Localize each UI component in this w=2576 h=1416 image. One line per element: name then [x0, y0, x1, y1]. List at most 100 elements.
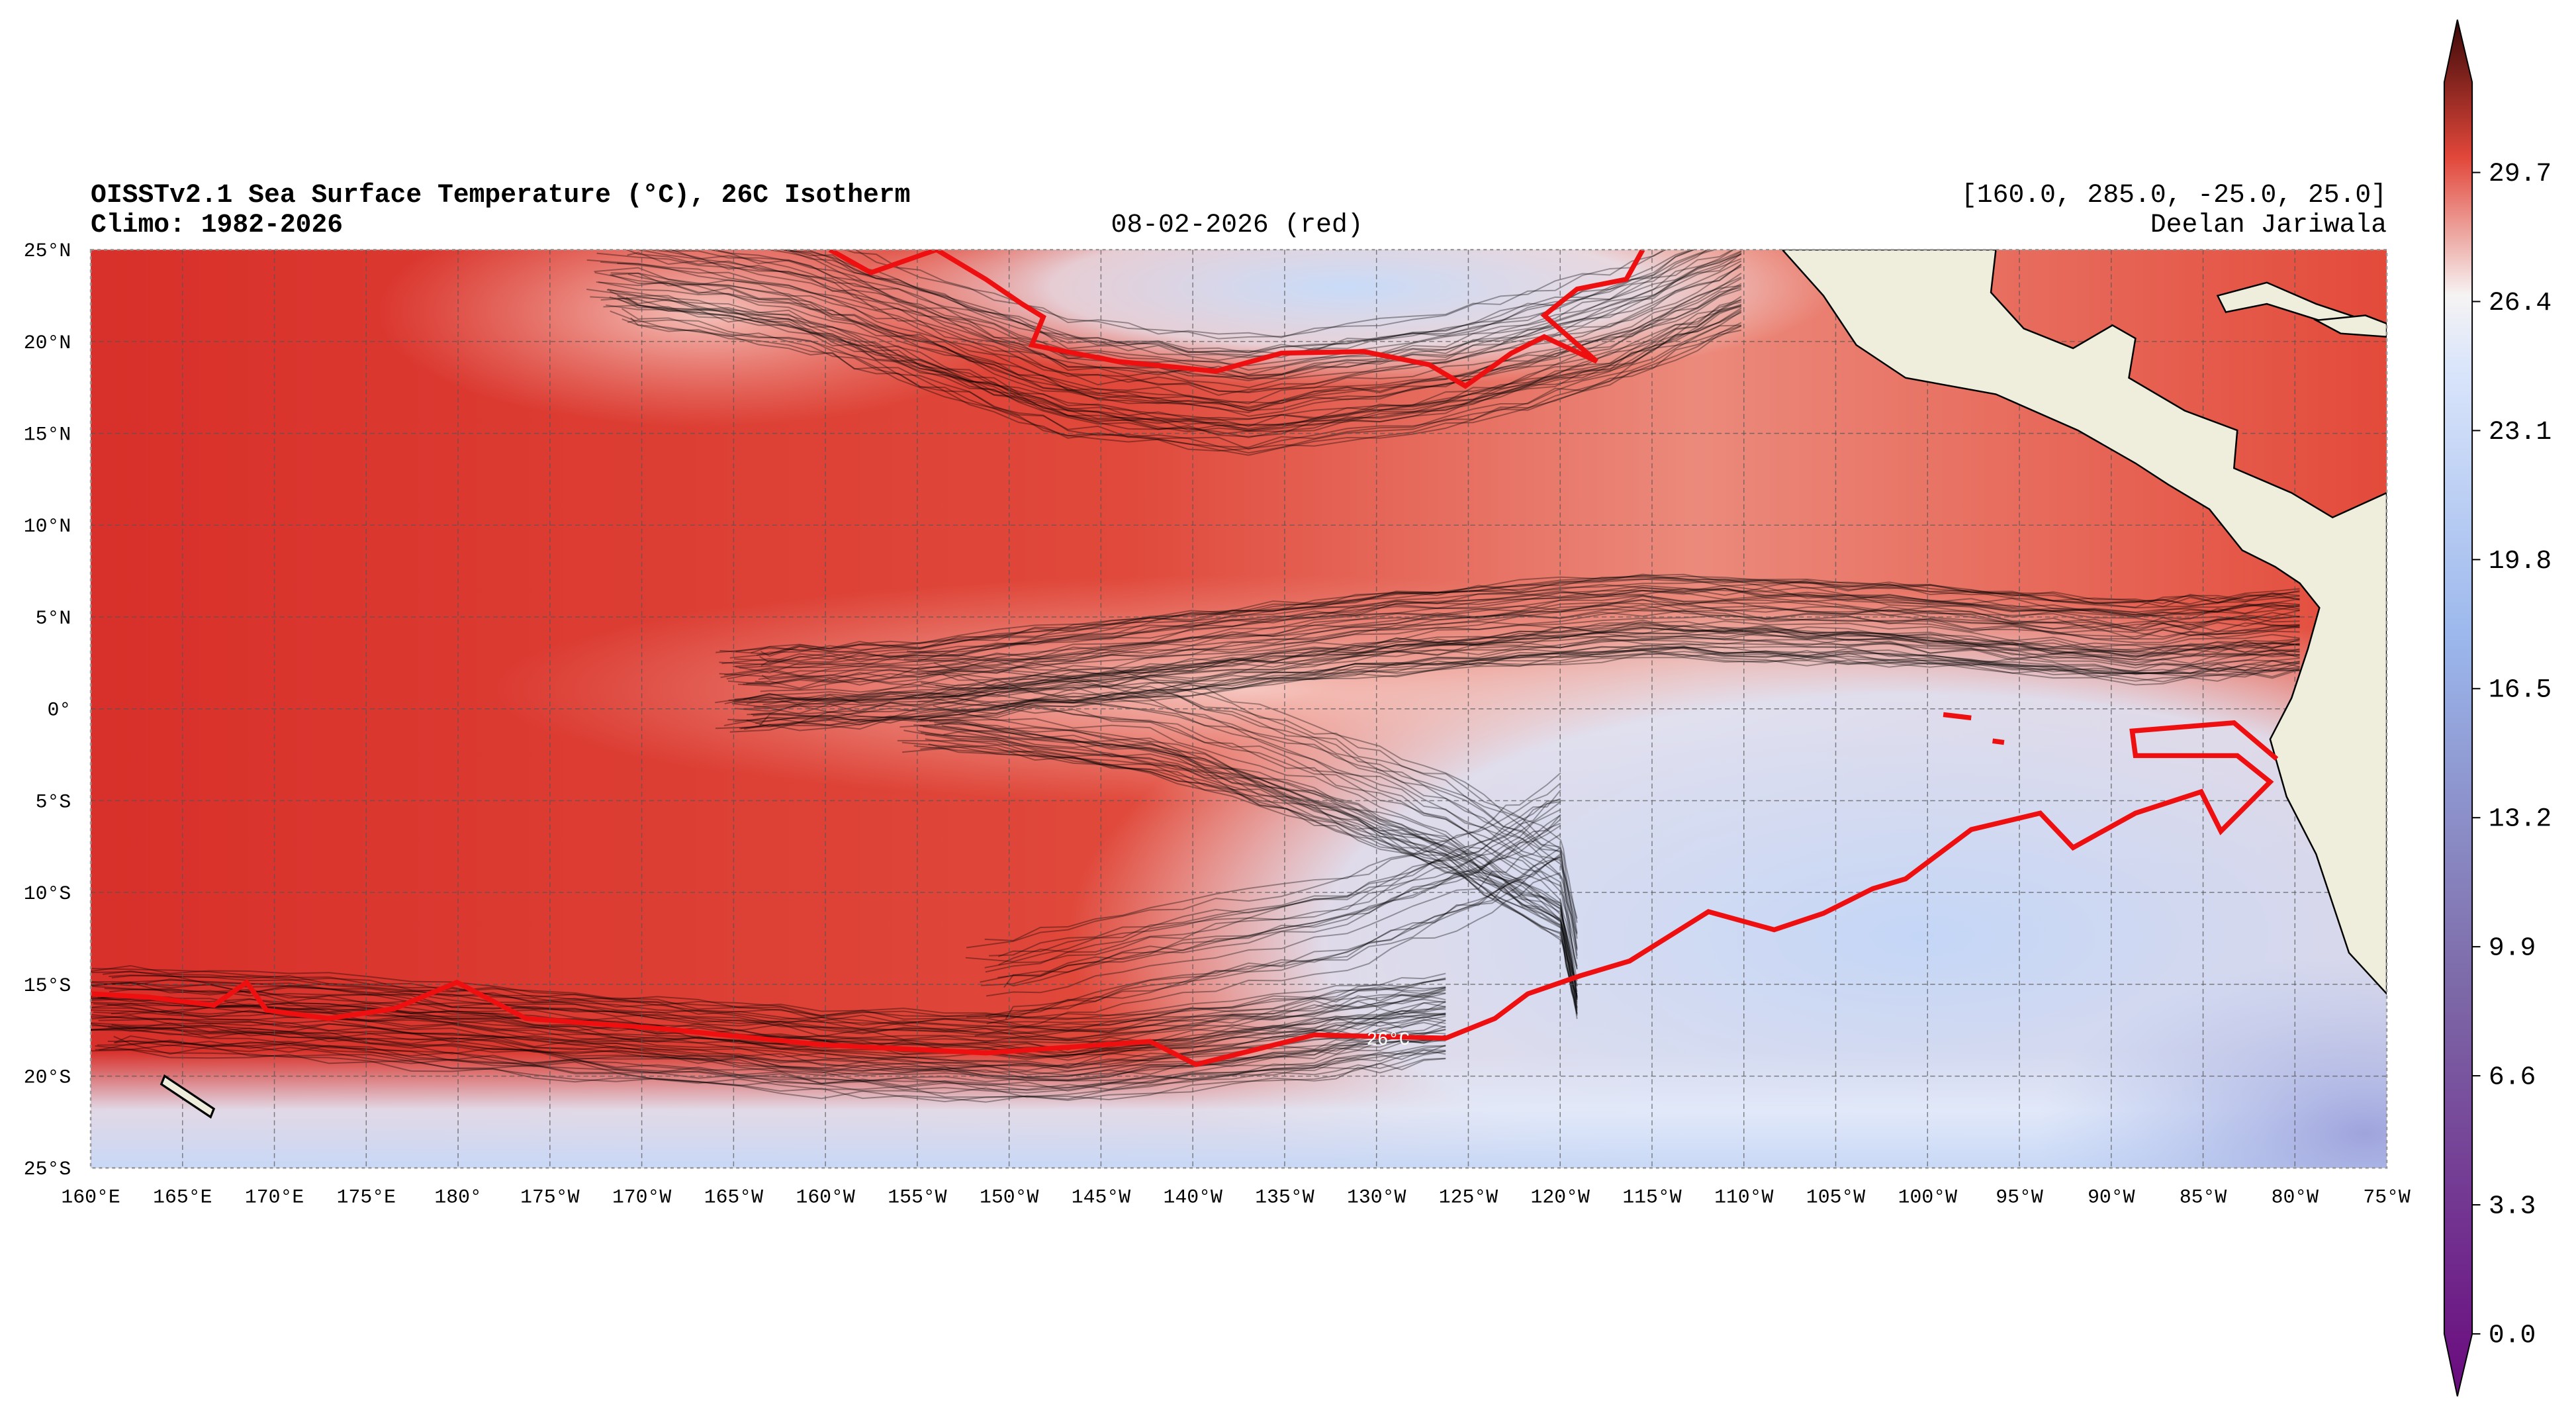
- contour: [600, 297, 1742, 431]
- contour: [743, 637, 2300, 715]
- lon-label: 175°W: [520, 1186, 579, 1208]
- colorbar-label: 26.4: [2489, 288, 2552, 318]
- contour: [611, 272, 1741, 404]
- contour: [113, 1035, 1446, 1092]
- contour: [735, 594, 2300, 674]
- contour: [765, 250, 1718, 359]
- contour: [91, 1022, 1446, 1070]
- contour: [734, 644, 2300, 723]
- contour: [107, 1040, 1446, 1090]
- sst-field: [1068, 591, 2387, 1168]
- contour: [91, 996, 1446, 1050]
- contour: [755, 646, 2300, 724]
- contour: [586, 288, 1742, 427]
- lon-label: 130°W: [1347, 1186, 1406, 1208]
- colorbar-label: 29.7: [2489, 159, 2552, 189]
- colorbar-ticks: 0.0 3.3 6.6 9.9 13.2 16.5 19.8 23.1 26.4 29.7: [2472, 159, 2552, 1350]
- contour: [91, 1026, 1446, 1082]
- contour: [758, 598, 2300, 681]
- lat-label: 15°S: [24, 974, 71, 997]
- contour: [749, 625, 2300, 706]
- land: [1781, 250, 2387, 996]
- contour: [901, 741, 1578, 1008]
- contour: [923, 726, 1578, 1000]
- contour: [91, 998, 1446, 1053]
- map: 26°C: [91, 250, 2387, 1168]
- contour: [906, 650, 1578, 919]
- contour: [91, 979, 1446, 1032]
- contour: [727, 647, 2300, 723]
- contour: [91, 982, 1446, 1033]
- contour: [943, 696, 1578, 967]
- contour: [985, 856, 1561, 1017]
- contour: [988, 855, 1561, 1019]
- lon-label: 85°W: [2180, 1186, 2227, 1208]
- colorbar-label: 13.2: [2489, 804, 2552, 834]
- contour: [610, 273, 1742, 412]
- lon-label: 75°W: [2363, 1186, 2411, 1208]
- contour: [91, 1023, 1446, 1076]
- contour: [757, 573, 2300, 656]
- contour: [621, 318, 1742, 452]
- contour: [91, 1015, 1446, 1072]
- contour: [920, 744, 1578, 1019]
- contour: [100, 994, 1446, 1044]
- contour: [925, 738, 1578, 1014]
- contour: [762, 626, 2300, 706]
- contour: [1005, 857, 1561, 1019]
- contour: [921, 732, 1578, 1010]
- contour: [724, 621, 2300, 705]
- contour: [751, 573, 2300, 654]
- contour: [97, 996, 1446, 1051]
- contour: [97, 1039, 1446, 1094]
- contour: [747, 635, 2300, 716]
- contour: [753, 637, 2300, 717]
- lat-label: 15°N: [24, 424, 71, 446]
- lon-label: 100°W: [1898, 1186, 1957, 1208]
- date: 08-02-2026 (red): [1111, 210, 1363, 240]
- contour: [734, 639, 2300, 713]
- contour: [734, 626, 2300, 701]
- contour: [984, 808, 1561, 968]
- colorbar-label: 6.6: [2489, 1062, 2536, 1092]
- contour: [103, 970, 1446, 1023]
- contour: [91, 1049, 1446, 1103]
- contour: [594, 267, 1742, 404]
- contour: [917, 719, 1578, 987]
- contour: [111, 1023, 1446, 1080]
- contour: [746, 626, 2300, 705]
- contour: [934, 720, 1578, 998]
- contour: [902, 746, 1578, 1015]
- contour: [760, 579, 2300, 657]
- lat-label: 5°S: [36, 790, 71, 813]
- land: [160, 1074, 216, 1119]
- lon-label: 120°W: [1531, 1186, 1590, 1208]
- grid: [91, 250, 2387, 1168]
- lon-label: 115°W: [1622, 1186, 1681, 1208]
- contour: [91, 1029, 1446, 1083]
- contour: [710, 250, 1735, 367]
- contour: [997, 818, 1561, 978]
- contour: [974, 872, 1561, 1037]
- contour: [91, 995, 1446, 1044]
- lon-label: 140°W: [1164, 1186, 1222, 1208]
- contour: [719, 578, 2300, 655]
- isotherm-26c: [91, 720, 2279, 1067]
- contour: [621, 308, 1741, 448]
- lon-label: 165°E: [153, 1186, 212, 1208]
- contour: [111, 982, 1446, 1035]
- contour: [743, 651, 2300, 730]
- contour: [753, 631, 2300, 708]
- contour: [760, 620, 2300, 693]
- contour: [661, 250, 1742, 376]
- contour: [980, 814, 1561, 983]
- contour: [91, 965, 1446, 1019]
- contour: [913, 724, 1578, 997]
- lat-label: 25°N: [24, 240, 71, 262]
- contour: [854, 250, 1667, 340]
- lon-label: 175°E: [337, 1186, 396, 1208]
- contour: [917, 730, 1578, 1000]
- contour: [91, 1028, 1446, 1078]
- contour: [926, 673, 1578, 951]
